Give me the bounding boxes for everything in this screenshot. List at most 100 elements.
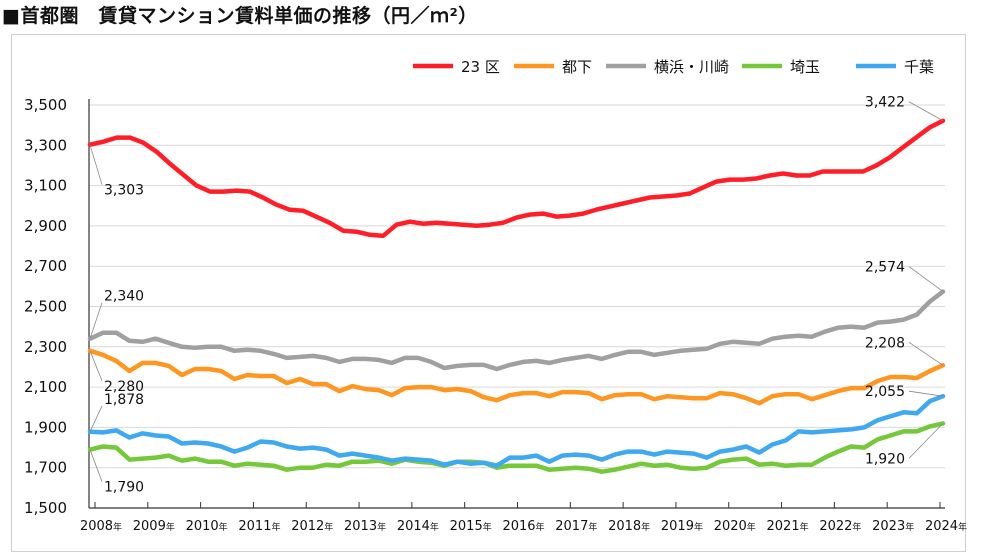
series-line-2 (87, 289, 946, 372)
x-tick-label: 2020年 (714, 519, 756, 534)
leader-line (908, 266, 944, 292)
x-tick-year: 2023 (872, 519, 905, 534)
y-tick-label: 1,700 (24, 459, 67, 477)
legend-label: 横浜・川崎 (654, 58, 729, 76)
series-lines (87, 118, 946, 474)
leader-line (908, 342, 944, 366)
x-tick-label: 2010年 (186, 519, 228, 534)
legend-label: 埼玉 (790, 58, 820, 76)
x-tick-suffix: 年 (588, 521, 597, 533)
x-tick-year: 2020 (714, 519, 747, 534)
legend-label: 23 区 (461, 58, 500, 76)
x-tick-label: 2024年 (925, 519, 967, 534)
x-axis: 2008年 2009年 2010年 2011年 2012年 2013年 2014年 2015年… (80, 502, 967, 534)
series-line-3 (87, 421, 946, 474)
x-tick-label: 2014年 (397, 519, 439, 534)
start-value-label: 1,878 (104, 392, 144, 408)
x-tick-year: 2016 (502, 519, 535, 534)
start-value-label: 2,340 (104, 289, 144, 305)
x-tick-suffix: 年 (324, 521, 333, 533)
x-tick-suffix: 年 (641, 521, 650, 533)
leader-line (908, 423, 944, 459)
x-tick-year: 2018 (608, 519, 641, 534)
end-value-label: 1,920 (865, 451, 905, 467)
x-tick-year: 2019 (661, 519, 694, 534)
legend: 23 区 都下 横浜・川崎 埼玉 千葉 (413, 58, 934, 76)
x-tick-label: 2011年 (238, 519, 280, 534)
x-tick-year: 2009 (133, 519, 166, 534)
leader-line (89, 405, 103, 433)
y-tick-label: 3,300 (24, 136, 67, 154)
leader-line (908, 390, 944, 397)
end-value-label: 2,574 (865, 260, 905, 276)
x-tick-year: 2010 (186, 519, 219, 534)
x-tick-year: 2012 (291, 519, 324, 534)
series-line-4 (87, 393, 946, 468)
legend-label: 都下 (562, 58, 592, 76)
y-axis: 1,500 1,700 1,900 2,100 2,300 2,500 2,700 2,900… (24, 96, 90, 517)
chart-frame (11, 34, 966, 552)
x-tick-suffix: 年 (430, 521, 439, 533)
leader-line (89, 144, 103, 185)
end-value-label: 2,055 (865, 384, 905, 400)
x-tick-suffix: 年 (852, 521, 861, 533)
x-tick-suffix: 年 (271, 521, 280, 533)
x-tick-suffix: 年 (483, 521, 492, 533)
x-tick-suffix: 年 (958, 521, 967, 533)
x-tick-suffix: 年 (747, 521, 756, 533)
y-tick-label: 2,300 (24, 338, 67, 356)
x-tick-year: 2015 (450, 519, 483, 534)
y-tick-label: 3,500 (24, 96, 67, 114)
leader-line (89, 449, 103, 482)
x-tick-suffix: 年 (219, 521, 228, 533)
x-tick-label: 2019年 (661, 519, 703, 534)
legend-label: 千葉 (904, 58, 934, 76)
y-tick-label: 1,500 (24, 499, 67, 517)
end-value-label: 2,208 (865, 335, 905, 351)
x-tick-label: 2012年 (291, 519, 333, 534)
x-tick-label: 2023年 (872, 519, 914, 534)
y-tick-label: 2,500 (24, 298, 67, 316)
x-tick-label: 2018年 (608, 519, 650, 534)
x-tick-label: 2021年 (767, 519, 809, 534)
x-tick-year: 2014 (397, 519, 430, 534)
x-tick-year: 2022 (819, 519, 852, 534)
x-tick-label: 2008年 (80, 519, 122, 534)
y-tick-label: 3,100 (24, 177, 67, 195)
leader-line (89, 302, 103, 339)
leader-line (89, 350, 103, 381)
x-tick-suffix: 年 (166, 521, 175, 533)
start-value-label: 3,303 (104, 183, 144, 199)
x-tick-year: 2021 (767, 519, 800, 534)
y-tick-label: 2,900 (24, 217, 67, 235)
series-line-0 (87, 118, 946, 239)
x-tick-label: 2016年 (502, 519, 544, 534)
leader-line (908, 101, 944, 122)
x-tick-label: 2013年 (344, 519, 386, 534)
x-tick-year: 2013 (344, 519, 377, 534)
end-value-label: 3,422 (865, 95, 905, 111)
y-tick-label: 1,900 (24, 418, 67, 436)
x-tick-label: 2022年 (819, 519, 861, 534)
x-tick-suffix: 年 (694, 521, 703, 533)
y-tick-label: 2,700 (24, 257, 67, 275)
x-tick-year: 2011 (238, 519, 271, 534)
x-tick-suffix: 年 (536, 521, 545, 533)
x-tick-suffix: 年 (113, 521, 122, 533)
x-tick-suffix: 年 (800, 521, 809, 533)
x-tick-label: 2015年 (450, 519, 492, 534)
x-tick-suffix: 年 (905, 521, 914, 533)
x-tick-year: 2017 (555, 519, 588, 534)
gridlines (89, 104, 945, 469)
chart-title: ■首都圏 賃貸マンション賃料単価の推移（円／ｍ²） (2, 5, 478, 27)
y-tick-label: 2,100 (24, 378, 67, 396)
data-labels: 1,790 1,920 1,878 2,055 2,280 2,208 2,340 2,574… (89, 95, 944, 496)
x-tick-suffix: 年 (377, 521, 386, 533)
series-line-1 (87, 348, 946, 406)
x-tick-label: 2017年 (555, 519, 597, 534)
x-tick-year: 2024 (925, 519, 958, 534)
x-tick-year: 2008 (80, 519, 113, 534)
x-tick-label: 2009年 (133, 519, 175, 534)
start-value-label: 1,790 (104, 480, 144, 496)
